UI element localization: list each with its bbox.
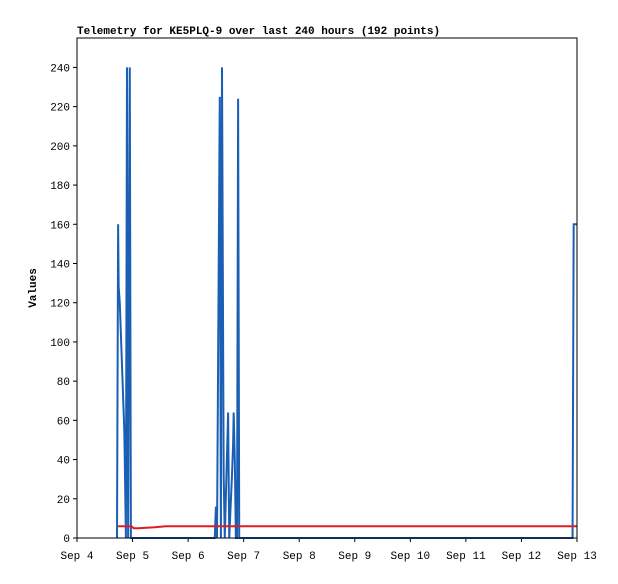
y-axis-label: Values [28,268,40,308]
y-tick-label: 180 [50,181,70,193]
y-tick-label: 200 [50,142,70,154]
y-tick-label: 120 [50,299,70,311]
x-tick-label: Sep 5 [116,551,149,563]
x-tick-label: Sep 11 [446,551,486,563]
x-tick-label: Sep 4 [60,551,93,563]
x-tick-label: Sep 12 [502,551,542,563]
x-tick-label: Sep 8 [283,551,316,563]
y-tick-label: 40 [57,456,70,468]
x-tick-label: Sep 7 [227,551,260,563]
plot-frame [76,37,578,539]
y-tick-label: 240 [50,63,70,75]
y-tick-label: 20 [57,495,70,507]
y-tick-label: 160 [50,220,70,232]
x-tick-label: Sep 13 [557,551,597,563]
series-line [116,67,577,539]
x-tick-label: Sep 9 [338,551,371,563]
y-tick-label: 140 [50,259,70,271]
series-line [118,525,577,530]
chart-title: Telemetry for KE5PLQ-9 over last 240 hou… [77,26,440,38]
x-tick-label: Sep 10 [391,551,431,563]
y-tick-label: 100 [50,338,70,350]
y-tick-label: 60 [57,416,70,428]
y-tick-label: 80 [57,377,70,389]
y-tick-label: 0 [63,534,70,546]
y-tick-label: 220 [50,103,70,115]
x-tick-label: Sep 6 [172,551,205,563]
